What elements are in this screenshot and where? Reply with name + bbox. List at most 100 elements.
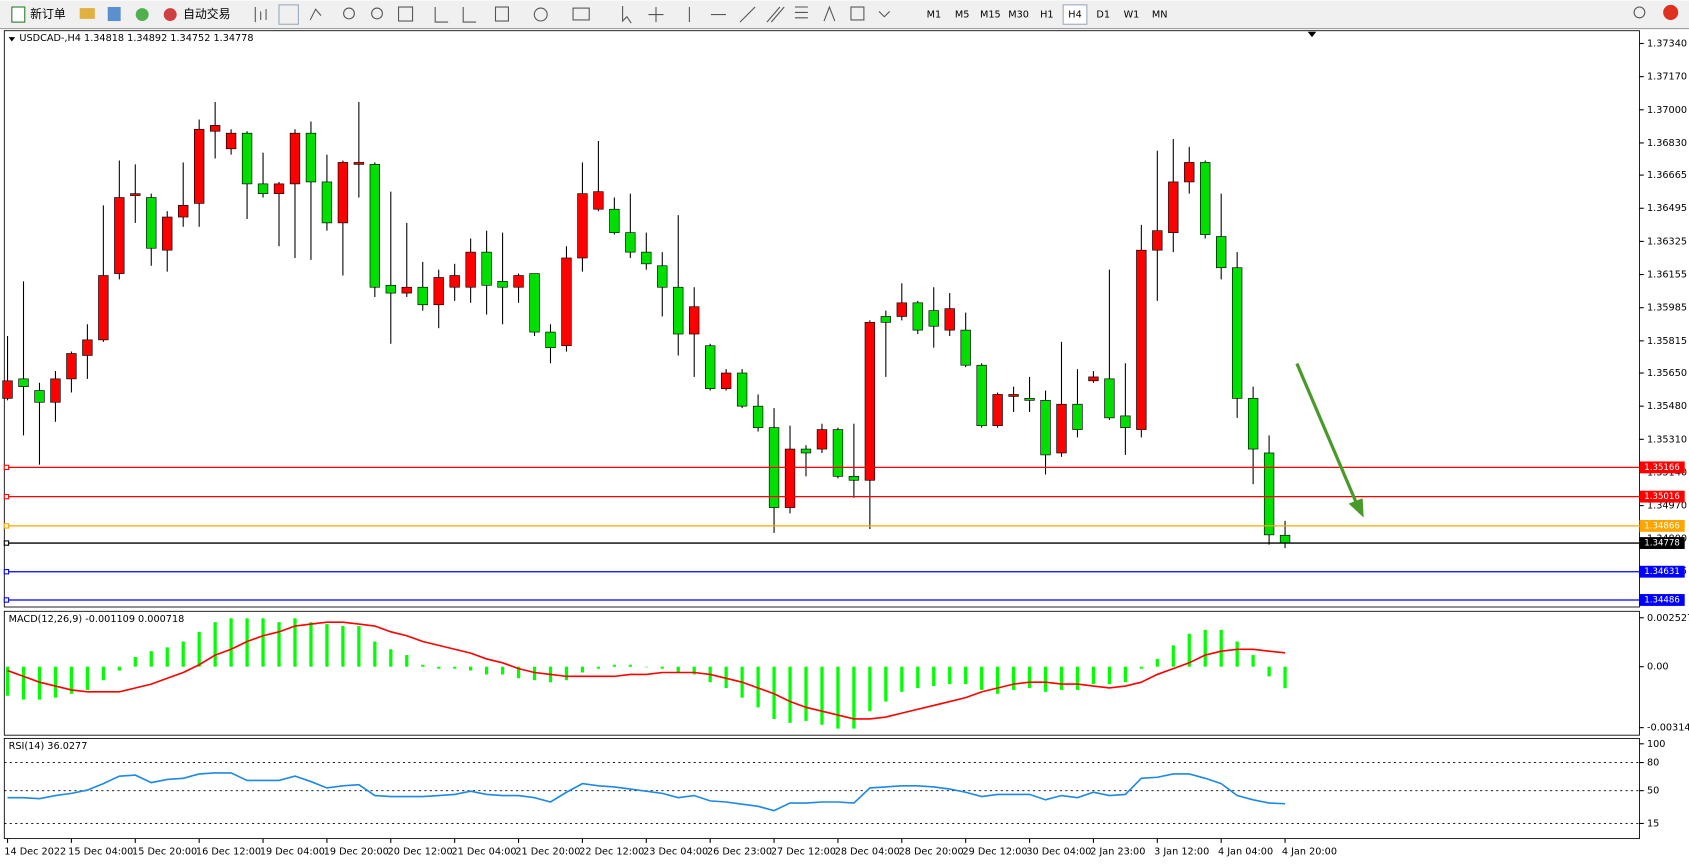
x-tick-label: 15 Dec 20:00	[132, 847, 197, 858]
auto-trading-button[interactable]: 自动交易	[163, 7, 231, 21]
toolbar-icon[interactable]	[343, 7, 355, 20]
toolbar-icon[interactable]	[107, 7, 121, 22]
candle-body	[752, 405, 764, 428]
candle-body	[1168, 181, 1179, 233]
candle-body	[832, 429, 844, 477]
macd-bar	[229, 618, 233, 667]
toolbar-icon[interactable]	[309, 8, 322, 21]
candle-body	[2, 380, 13, 399]
candle-body	[816, 429, 828, 450]
y-tick-label: 0.00	[1647, 662, 1669, 673]
x-tick-label: 15 Dec 04:00	[68, 847, 133, 858]
macd-bar	[804, 666, 808, 721]
toolbar-icon[interactable]	[622, 5, 632, 24]
x-tick-label: 27 Dec 12:00	[771, 847, 836, 858]
y-tick-label: 1.35480	[1647, 401, 1687, 412]
toolbar-icon[interactable]	[434, 7, 449, 23]
candle-body	[321, 181, 333, 224]
toolbar-icon[interactable]	[79, 8, 95, 19]
candle-body	[481, 251, 492, 286]
candle-body	[289, 132, 301, 185]
toolbar-icon[interactable]	[494, 6, 509, 22]
timeframe-button[interactable]: M5	[955, 10, 970, 21]
candle-body	[305, 132, 317, 183]
new-order-button[interactable]: 新订单	[11, 6, 66, 23]
macd-bar	[916, 666, 920, 688]
macd-bar	[133, 657, 137, 667]
x-tick-label: 2 Jan 23:00	[1090, 847, 1145, 858]
toolbar-icon[interactable]	[794, 6, 808, 19]
level-marker	[3, 493, 10, 500]
macd-title: MACD(12,26,9) -0.001109 0.000718	[9, 614, 185, 625]
timeframe-button[interactable]: MN	[1152, 10, 1168, 21]
toolbar-icon[interactable]	[850, 6, 865, 21]
toolbar-icon[interactable]	[823, 5, 836, 22]
y-tick-label: 1.35985	[1647, 303, 1687, 314]
macd-bar	[437, 666, 441, 669]
candle-body	[641, 251, 652, 265]
macd-bar	[149, 651, 153, 667]
candle-body	[736, 372, 748, 407]
level-label: 1.35016	[1644, 492, 1680, 502]
macd-bar	[85, 666, 90, 690]
x-tick-label: 28 Dec 04:00	[835, 847, 900, 858]
macd-bar	[389, 649, 393, 667]
level-label-box	[1639, 461, 1685, 474]
notification-badge[interactable]	[1663, 4, 1679, 20]
timeframe-button[interactable]: M1	[927, 10, 942, 21]
x-tick-label: 20 Dec 12:00	[388, 847, 453, 858]
toolbar-icon[interactable]	[398, 6, 414, 22]
y-tick-label: 0.002527	[1647, 613, 1689, 624]
y-tick-label: 1.37000	[1647, 105, 1687, 116]
candle-body	[784, 448, 796, 508]
candle-body	[673, 286, 684, 335]
toolbar-icon[interactable]	[878, 10, 891, 18]
timeframe-button[interactable]: D1	[1096, 10, 1110, 21]
toolbar-icon[interactable]	[278, 4, 299, 25]
candle-body	[98, 275, 109, 341]
level-label: 1.34486	[1644, 595, 1680, 605]
toolbar-icon[interactable]	[766, 6, 785, 23]
toolbar-icon[interactable]	[371, 7, 383, 20]
toolbar-icon[interactable]	[135, 8, 149, 22]
timeframe-button[interactable]: H1	[1040, 10, 1053, 21]
auto-trading-label: 自动交易	[183, 7, 230, 21]
toolbar-icon[interactable]	[254, 7, 267, 23]
y-tick-label: 50	[1647, 786, 1659, 797]
macd-bar	[1203, 629, 1207, 667]
candle-body	[545, 331, 556, 348]
toolbar-icon[interactable]	[462, 7, 477, 23]
x-tick-label: 19 Dec 20:00	[324, 847, 389, 858]
toolbar-icon[interactable]	[572, 7, 590, 21]
macd-signal	[7, 621, 1286, 720]
x-tick-label: 30 Dec 04:00	[1026, 847, 1091, 858]
macd-bar	[53, 666, 58, 698]
timeframe-button[interactable]: M30	[1008, 10, 1029, 21]
x-tick-label: 19 Dec 04:00	[260, 847, 325, 858]
search-icon[interactable]	[1633, 6, 1646, 19]
macd-bar	[1235, 641, 1239, 667]
toolbar-icons	[254, 4, 1646, 25]
macd-bar	[1027, 666, 1032, 688]
y-tick-label: 1.36155	[1647, 270, 1687, 281]
macd-bar	[564, 666, 569, 681]
toolbar-icon[interactable]	[648, 7, 664, 23]
toolbar-icon[interactable]	[739, 6, 756, 23]
macd-bar	[1139, 666, 1143, 669]
candle-body	[944, 308, 955, 331]
toolbar-icon[interactable]	[533, 7, 548, 22]
candle-body	[114, 197, 125, 274]
level-label-box	[1639, 537, 1685, 549]
timeframe-button[interactable]: H4	[1062, 4, 1088, 25]
timeframe-button[interactable]: W1	[1124, 10, 1140, 21]
candle-body	[593, 191, 604, 210]
candle-body	[705, 345, 716, 389]
macd-bar	[868, 666, 872, 712]
macd-bar	[1219, 629, 1223, 667]
macd-bar	[21, 666, 26, 700]
candle-body	[257, 183, 269, 194]
timeframe-button[interactable]: M15	[980, 10, 1001, 21]
candle-body	[209, 125, 221, 132]
